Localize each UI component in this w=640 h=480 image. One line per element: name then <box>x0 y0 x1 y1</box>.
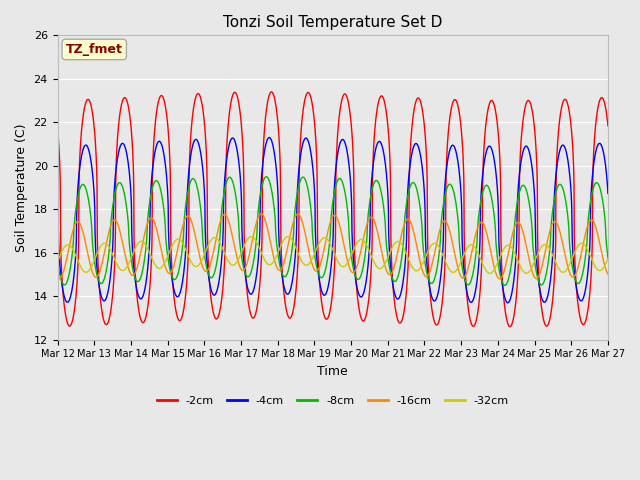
-16cm <box>361 230 369 236</box>
-16cm <box>349 270 356 276</box>
-32cm <box>486 270 493 276</box>
-32cm <box>207 237 215 243</box>
Line: -16cm: -16cm <box>58 214 608 279</box>
Line: -8cm: -8cm <box>58 177 608 286</box>
Text: TZ_fmet: TZ_fmet <box>66 43 123 56</box>
-4cm <box>361 286 369 292</box>
-8cm <box>572 276 579 282</box>
X-axis label: Time: Time <box>317 365 348 378</box>
-16cm <box>257 211 265 216</box>
Title: Tonzi Soil Temperature Set D: Tonzi Soil Temperature Set D <box>223 15 442 30</box>
Line: -32cm: -32cm <box>58 237 608 273</box>
Y-axis label: Soil Temperature (C): Soil Temperature (C) <box>15 123 28 252</box>
-4cm <box>572 276 579 281</box>
-8cm <box>349 263 356 268</box>
-2cm <box>572 262 579 268</box>
-2cm <box>493 117 500 122</box>
-4cm <box>493 179 500 184</box>
-8cm <box>556 181 564 187</box>
-32cm <box>248 234 255 240</box>
-2cm <box>604 123 612 129</box>
-16cm <box>604 271 612 277</box>
-16cm <box>496 276 504 282</box>
-32cm <box>54 259 61 264</box>
-2cm <box>268 89 275 95</box>
-16cm <box>54 274 61 280</box>
-2cm <box>506 324 514 330</box>
-8cm <box>604 255 612 261</box>
-32cm <box>604 256 612 262</box>
-8cm <box>493 249 500 255</box>
-4cm <box>266 135 273 141</box>
-4cm <box>207 287 215 292</box>
-8cm <box>262 174 270 180</box>
Line: -2cm: -2cm <box>58 92 608 327</box>
-4cm <box>349 247 356 252</box>
-32cm <box>493 261 501 267</box>
-32cm <box>556 267 564 273</box>
-2cm <box>54 126 61 132</box>
-4cm <box>556 148 564 154</box>
-2cm <box>556 116 564 122</box>
-8cm <box>501 283 509 288</box>
-16cm <box>572 273 579 278</box>
-16cm <box>493 273 500 278</box>
-32cm <box>361 239 369 245</box>
-2cm <box>207 295 215 301</box>
-32cm <box>349 249 356 254</box>
-4cm <box>604 191 612 196</box>
Legend: -2cm, -4cm, -8cm, -16cm, -32cm: -2cm, -4cm, -8cm, -16cm, -32cm <box>152 391 513 410</box>
-16cm <box>556 228 564 234</box>
-16cm <box>207 259 215 265</box>
-4cm <box>54 193 61 199</box>
Line: -4cm: -4cm <box>58 138 608 303</box>
-2cm <box>361 317 369 323</box>
-8cm <box>207 275 215 281</box>
-4cm <box>504 300 511 306</box>
-32cm <box>572 249 579 254</box>
-8cm <box>54 258 61 264</box>
-8cm <box>361 255 369 261</box>
-2cm <box>349 144 356 149</box>
